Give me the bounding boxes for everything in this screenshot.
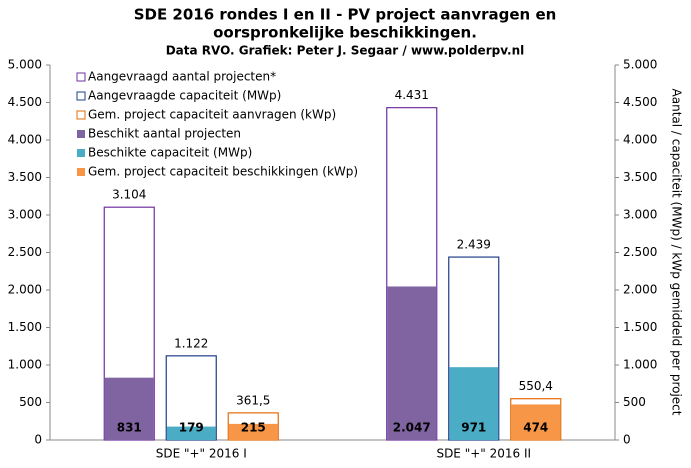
- chart-title: oorspronkelijke beschikkingen.: [213, 24, 477, 42]
- value-label: 550,4: [519, 379, 553, 393]
- y-tick-label: 0: [34, 433, 42, 447]
- legend-swatch: [77, 168, 85, 176]
- bar: [511, 404, 561, 440]
- legend-label: Beschikte capaciteit (MWp): [88, 146, 252, 160]
- y2-tick-label: 2.500: [623, 245, 657, 259]
- bar: [449, 367, 499, 440]
- y2-tick-label: 3.000: [623, 208, 657, 222]
- value-label: 2.047: [393, 421, 431, 435]
- y-tick-label: 5.000: [8, 58, 42, 72]
- legend-label: Aangevraagde capaciteit (MWp): [88, 89, 281, 103]
- value-label: 3.104: [112, 188, 146, 202]
- bar: [228, 423, 278, 440]
- y2-tick-label: 1.500: [623, 320, 657, 334]
- y2-tick-label: 2.000: [623, 283, 657, 297]
- chart-title: SDE 2016 rondes I en II - PV project aan…: [134, 6, 557, 24]
- y-tick-label: 4.000: [8, 133, 42, 147]
- value-label: 474: [523, 421, 548, 435]
- legend-label: Gem. project capaciteit aanvragen (kWp): [88, 108, 336, 122]
- legend-label: Gem. project capaciteit beschikkingen (k…: [88, 165, 358, 179]
- y-tick-label: 2.500: [8, 245, 42, 259]
- y-tick-label: 4.500: [8, 95, 42, 109]
- legend-swatch: [76, 110, 86, 120]
- value-label: 4.431: [395, 88, 429, 102]
- legend-swatch: [76, 72, 86, 82]
- y2-tick-label: 5.000: [623, 58, 657, 72]
- value-label: 361,5: [236, 393, 270, 407]
- x-tick-label: SDE "+" 2016 II: [436, 447, 531, 461]
- legend-swatch: [77, 130, 85, 138]
- y2-tick-label: 500: [623, 395, 646, 409]
- value-label: 1.122: [174, 336, 208, 350]
- chart-subtitle: Data RVO. Grafiek: Peter J. Segaar / www…: [166, 44, 525, 58]
- legend-label: Aangevraagd aantal projecten*: [88, 70, 276, 84]
- y2-tick-label: 4.000: [623, 133, 657, 147]
- value-label: 179: [179, 421, 204, 435]
- bar: [104, 377, 154, 440]
- value-label: 2.439: [457, 238, 491, 252]
- bar: [166, 426, 216, 440]
- y-tick-label: 2.000: [8, 283, 42, 297]
- y2-axis-label: Aantal / capaciteit (MWp) / kWp gemiddel…: [670, 89, 684, 416]
- y-tick-label: 1.500: [8, 320, 42, 334]
- x-tick-label: SDE "+" 2016 I: [156, 447, 247, 461]
- y2-tick-label: 3.500: [623, 170, 657, 184]
- legend-swatch: [77, 149, 85, 157]
- bar: [387, 286, 437, 440]
- value-label: 831: [117, 421, 142, 435]
- y-tick-label: 1.000: [8, 358, 42, 372]
- legend-label: Beschikt aantal projecten: [88, 127, 241, 141]
- value-label: 215: [241, 421, 266, 435]
- y-tick-label: 500: [19, 395, 42, 409]
- value-label: 971: [461, 421, 486, 435]
- y-tick-label: 3.000: [8, 208, 42, 222]
- y-tick-label: 3.500: [8, 170, 42, 184]
- y2-tick-label: 1.000: [623, 358, 657, 372]
- y2-tick-label: 0: [623, 433, 631, 447]
- legend-swatch: [76, 91, 86, 101]
- y2-tick-label: 4.500: [623, 95, 657, 109]
